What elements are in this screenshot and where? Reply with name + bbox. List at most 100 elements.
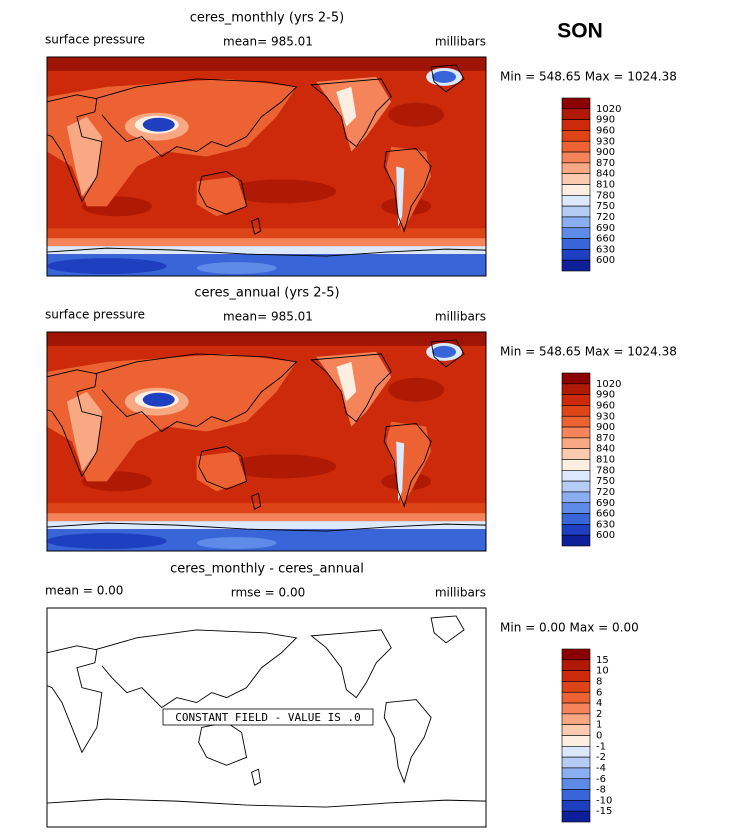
colorbar-box bbox=[561, 108, 591, 120]
center-label: mean= 985.01 bbox=[223, 35, 313, 49]
colorbar-label: 990 bbox=[596, 115, 615, 126]
colorbar-label: 990 bbox=[596, 390, 615, 401]
colorbar-label: 1020 bbox=[596, 379, 621, 390]
colorbar-label: 600 bbox=[596, 530, 615, 541]
colorbar-box bbox=[561, 735, 591, 747]
colorbar-label: 8 bbox=[596, 676, 602, 687]
colorbar-box bbox=[561, 746, 591, 758]
colorbar-box bbox=[561, 162, 591, 174]
colorbar-label: 0 bbox=[596, 731, 602, 742]
colorbar-label: 900 bbox=[596, 422, 615, 433]
colorbar-box bbox=[561, 405, 591, 417]
colorbar-label: 10 bbox=[596, 666, 609, 677]
colorbar-box bbox=[561, 227, 591, 239]
colorbar-box bbox=[561, 691, 591, 704]
colorbar-label: 690 bbox=[596, 223, 615, 234]
colorbar-label: -1 bbox=[596, 741, 606, 752]
left-label: surface pressure bbox=[45, 33, 145, 47]
colorbar-box bbox=[561, 648, 591, 661]
right-label: millibars bbox=[435, 35, 486, 49]
colorbar-box bbox=[561, 383, 591, 395]
colorbar-label: 960 bbox=[596, 400, 615, 411]
colorbar-box bbox=[561, 459, 591, 471]
colorbar-box bbox=[561, 767, 591, 780]
colorbar-label: 720 bbox=[596, 212, 615, 223]
colorbar-box bbox=[561, 681, 591, 693]
colorbar-label: 960 bbox=[596, 125, 615, 136]
colorbar-label: 600 bbox=[596, 255, 615, 266]
colorbar-box bbox=[561, 810, 591, 823]
colorbar-box bbox=[561, 480, 591, 493]
colorbar-label: 810 bbox=[596, 455, 615, 466]
colorbar-label: 840 bbox=[596, 444, 615, 455]
colorbar-box bbox=[561, 238, 591, 250]
colorbar-box bbox=[561, 713, 591, 725]
colorbar-label: 630 bbox=[596, 519, 615, 530]
season-label: SON bbox=[557, 20, 603, 43]
colorbar-box bbox=[561, 119, 591, 131]
colorbar-box bbox=[561, 140, 591, 153]
colorbar-box bbox=[561, 205, 591, 218]
colorbar-label: 1 bbox=[596, 720, 602, 731]
colorbar-box bbox=[561, 426, 591, 439]
left-label: surface pressure bbox=[45, 308, 145, 322]
min-max: Min = 548.65 Max = 1024.38 bbox=[500, 345, 677, 359]
colorbar-box bbox=[561, 670, 591, 682]
colorbar-label: 690 bbox=[596, 498, 615, 509]
panel-title: ceres_annual (yrs 2-5) bbox=[194, 286, 339, 301]
right-label: millibars bbox=[435, 310, 486, 324]
center-label: rmse = 0.00 bbox=[231, 586, 305, 600]
colorbar-label: 660 bbox=[596, 234, 615, 245]
min-max: Min = 548.65 Max = 1024.38 bbox=[500, 70, 677, 84]
colorbar-label: 750 bbox=[596, 201, 615, 212]
contour-field bbox=[47, 57, 486, 276]
colorbar-label: -6 bbox=[596, 774, 606, 785]
colorbar-label: 4 bbox=[596, 698, 602, 709]
colorbar-label: 750 bbox=[596, 476, 615, 487]
colorbar-box bbox=[561, 789, 591, 801]
colorbar-box bbox=[561, 415, 591, 428]
colorbar-box bbox=[561, 173, 591, 185]
colorbar-box bbox=[561, 97, 591, 110]
colorbar-box bbox=[561, 448, 591, 460]
colorbar-label: 780 bbox=[596, 190, 615, 201]
colorbar-label: 930 bbox=[596, 411, 615, 422]
colorbar-box bbox=[561, 659, 591, 671]
colorbar-box bbox=[561, 800, 591, 812]
colorbar-label: 780 bbox=[596, 465, 615, 476]
map-frame bbox=[46, 56, 487, 277]
colorbar-label: -8 bbox=[596, 785, 606, 796]
colorbar-label: -15 bbox=[596, 806, 612, 817]
colorbar-box bbox=[561, 502, 591, 514]
note-box bbox=[162, 708, 374, 726]
colorbar-box bbox=[561, 724, 591, 736]
colorbar-label: 870 bbox=[596, 158, 615, 169]
colorbar-box bbox=[561, 756, 591, 769]
colorbar-box bbox=[561, 470, 591, 482]
colorbar-label: 870 bbox=[596, 433, 615, 444]
colorbar-box bbox=[561, 778, 591, 790]
colorbar-label: 1020 bbox=[596, 104, 621, 115]
colorbar-box bbox=[561, 249, 591, 261]
min-max: Min = 0.00 Max = 0.00 bbox=[500, 621, 639, 635]
map bbox=[46, 332, 487, 551]
colorbar-box bbox=[561, 372, 591, 385]
left-label: mean = 0.00 bbox=[45, 584, 123, 598]
panel-title: ceres_monthly (yrs 2-5) bbox=[190, 11, 344, 26]
map-frame bbox=[46, 607, 487, 828]
colorbar-label: 840 bbox=[596, 169, 615, 180]
colorbar-box bbox=[561, 195, 591, 207]
colorbar-box bbox=[561, 491, 591, 504]
colorbar-label: 810 bbox=[596, 180, 615, 191]
colorbar-box bbox=[561, 394, 591, 406]
colorbar-box bbox=[561, 702, 591, 715]
colorbar-box bbox=[561, 259, 591, 272]
colorbar-label: 2 bbox=[596, 709, 602, 720]
colorbar-label: 660 bbox=[596, 509, 615, 520]
colorbar-label: 930 bbox=[596, 136, 615, 147]
note: CONSTANT FIELD - VALUE IS .0 bbox=[175, 711, 360, 724]
colorbar-box bbox=[561, 513, 591, 525]
colorbar-box bbox=[561, 437, 591, 449]
colorbar-box bbox=[561, 534, 591, 547]
